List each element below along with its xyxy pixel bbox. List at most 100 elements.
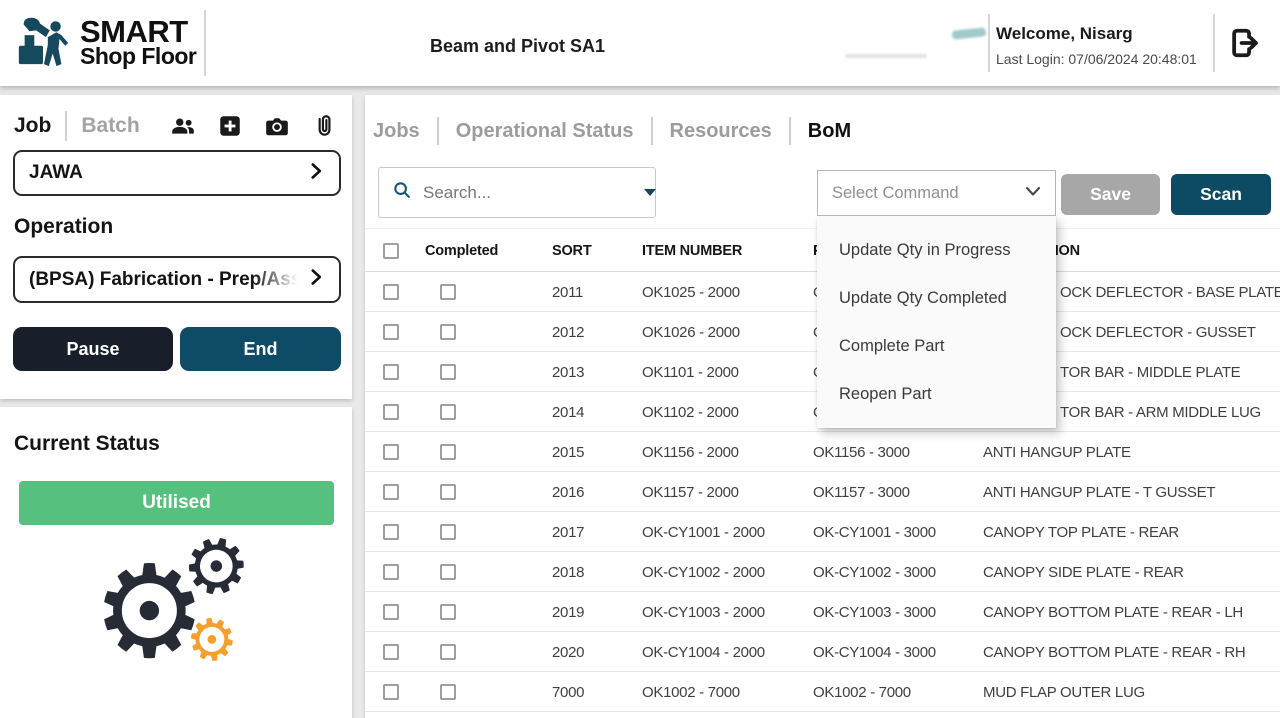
completed-checkbox[interactable] (440, 644, 456, 660)
current-status-label: Current Status (14, 432, 160, 456)
command-menu: Update Qty in Progress Update Qty Comple… (817, 216, 1056, 428)
job-select-value: JAWA (29, 162, 303, 184)
brand-logo: SMART Shop Floor (14, 12, 196, 73)
col-completed: Completed (425, 229, 498, 273)
add-box-icon (217, 127, 243, 142)
team-button[interactable] (170, 113, 196, 139)
header-divider (1213, 14, 1215, 72)
row-select-checkbox[interactable] (383, 404, 399, 420)
job-panel: Job Batch (0, 95, 352, 399)
row-select-checkbox[interactable] (383, 684, 399, 700)
tab-divider (651, 117, 653, 145)
command-select-value: Select Command (832, 184, 1023, 203)
sort-cell: 2019 (552, 592, 584, 632)
chevron-down-icon (1023, 181, 1043, 206)
logout-button[interactable] (1224, 23, 1266, 65)
sort-cell: 2013 (552, 352, 584, 392)
completed-checkbox[interactable] (440, 484, 456, 500)
menu-item-complete-part[interactable]: Complete Part (817, 322, 1056, 370)
parent-cell: OK-CY1002 - 3000 (813, 552, 936, 592)
item-cell: OK1102 - 2000 (642, 392, 739, 432)
parent-cell: OK1156 - 3000 (813, 432, 910, 472)
sort-cell: 2020 (552, 632, 584, 672)
partner-logo-faded (845, 54, 927, 58)
end-button[interactable]: End (180, 327, 341, 371)
description-cell: CANOPY TOP PLATE - REAR (983, 512, 1179, 552)
search-box (378, 167, 656, 218)
completed-checkbox[interactable] (440, 444, 456, 460)
description-cell: CANOPY SIDE PLATE - REAR (983, 552, 1184, 592)
completed-checkbox[interactable] (440, 404, 456, 420)
tab-job[interactable]: Job (14, 114, 51, 138)
parent-cell: OK-CY1001 - 3000 (813, 512, 936, 552)
parent-cell: OK-CY1004 - 3000 (813, 632, 936, 672)
menu-item-update-qty-in-progress[interactable]: Update Qty in Progress (817, 226, 1056, 274)
table-row: 2015 OK1156 - 2000 OK1156 - 3000 ANTI HA… (365, 432, 1280, 472)
tab-divider (437, 117, 439, 145)
parent-cell: OK1002 - 7000 (813, 672, 911, 712)
tab-batch[interactable]: Batch (81, 114, 139, 138)
save-button[interactable]: Save (1061, 174, 1160, 215)
table-row: 2017 OK-CY1001 - 2000 OK-CY1001 - 3000 C… (365, 512, 1280, 552)
sort-cell: 2012 (552, 312, 584, 352)
command-select[interactable]: Select Command (817, 170, 1056, 216)
row-select-checkbox[interactable] (383, 644, 399, 660)
job-batch-tabs: Job Batch (14, 111, 140, 141)
sort-cell: 2018 (552, 552, 584, 592)
table-row: 2016 OK1157 - 2000 OK1157 - 3000 ANTI HA… (365, 472, 1280, 512)
search-icon (391, 179, 413, 206)
sort-cell: 2014 (552, 392, 584, 432)
logout-icon (1226, 24, 1264, 65)
description-cell: CANOPY BOTTOM PLATE - REAR - RH (983, 632, 1245, 672)
gear-icon: ⚙ (182, 608, 242, 673)
tab-resources[interactable]: Resources (670, 120, 772, 143)
row-select-checkbox[interactable] (383, 484, 399, 500)
item-cell: OK1101 - 2000 (642, 352, 739, 392)
row-select-checkbox[interactable] (383, 364, 399, 380)
row-select-checkbox[interactable] (383, 284, 399, 300)
description-cell: ANTI HANGUP PLATE (983, 432, 1131, 472)
scan-button[interactable]: Scan (1171, 174, 1271, 215)
completed-checkbox[interactable] (440, 684, 456, 700)
caret-down-icon[interactable] (644, 189, 656, 196)
app-header: SMART Shop Floor Beam and Pivot SA1 Welc… (0, 0, 1280, 86)
last-login-text: Last Login: 07/06/2024 20:48:01 (996, 51, 1197, 67)
row-select-checkbox[interactable] (383, 564, 399, 580)
description-cell: CANOPY BOTTOM PLATE - REAR - LH (983, 592, 1243, 632)
job-select[interactable]: JAWA (13, 150, 341, 196)
completed-checkbox[interactable] (440, 284, 456, 300)
select-all-checkbox[interactable] (383, 243, 399, 259)
item-cell: OK1025 - 2000 (642, 272, 740, 312)
operation-select[interactable]: (BPSA) Fabrication - Prep/Assy (13, 256, 341, 303)
welcome-text: Welcome, Nisarg (996, 24, 1197, 44)
chevron-right-icon (303, 264, 329, 295)
tab-bom[interactable]: BoM (808, 120, 851, 143)
table-row: 2019 OK-CY1003 - 2000 OK-CY1003 - 3000 C… (365, 592, 1280, 632)
completed-checkbox[interactable] (440, 364, 456, 380)
operation-select-value: (BPSA) Fabrication - Prep/Assy (29, 269, 303, 291)
tab-operational-status[interactable]: Operational Status (456, 120, 634, 143)
row-select-checkbox[interactable] (383, 324, 399, 340)
job-action-icons (170, 113, 337, 139)
pause-button[interactable]: Pause (13, 327, 173, 371)
attach-button[interactable] (311, 113, 337, 139)
tab-jobs[interactable]: Jobs (373, 120, 420, 143)
add-button[interactable] (217, 113, 243, 139)
row-select-checkbox[interactable] (383, 444, 399, 460)
completed-checkbox[interactable] (440, 524, 456, 540)
sort-cell: 2016 (552, 472, 584, 512)
completed-checkbox[interactable] (440, 324, 456, 340)
row-select-checkbox[interactable] (383, 604, 399, 620)
item-cell: OK1157 - 2000 (642, 472, 739, 512)
completed-checkbox[interactable] (440, 564, 456, 580)
camera-icon (264, 127, 290, 142)
menu-item-reopen-part[interactable]: Reopen Part (817, 370, 1056, 418)
col-sort: SORT (552, 229, 591, 273)
sort-cell: 2015 (552, 432, 584, 472)
camera-button[interactable] (264, 113, 290, 139)
search-input[interactable] (423, 183, 644, 203)
completed-checkbox[interactable] (440, 604, 456, 620)
row-select-checkbox[interactable] (383, 524, 399, 540)
item-cell: OK-CY1003 - 2000 (642, 592, 765, 632)
menu-item-update-qty-completed[interactable]: Update Qty Completed (817, 274, 1056, 322)
